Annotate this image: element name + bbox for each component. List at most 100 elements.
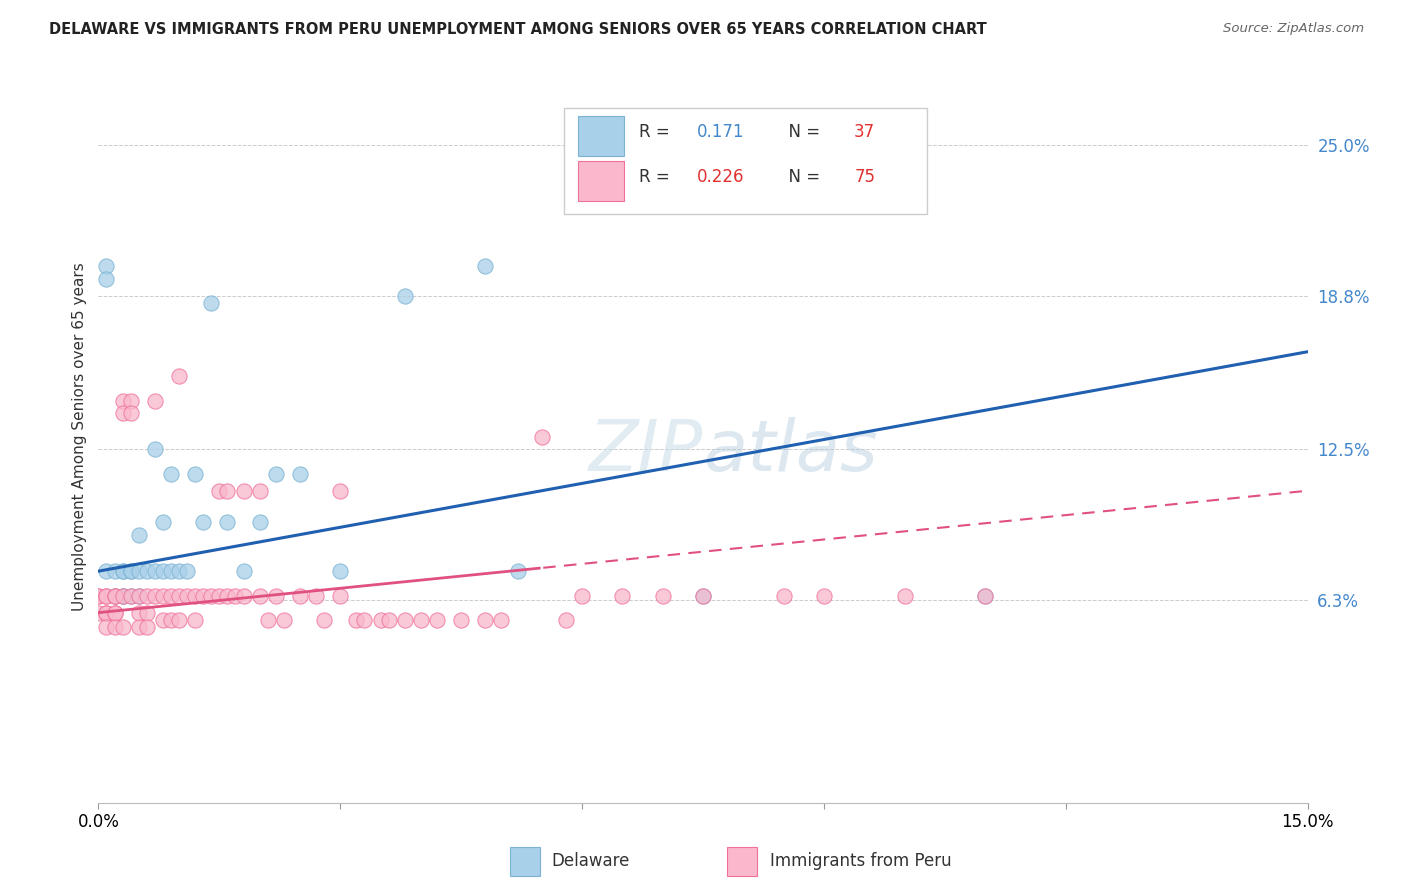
Point [571, 589, 593, 603]
Point [135, 564, 157, 578]
Point [555, 613, 578, 627]
Point [128, 527, 150, 541]
Point [974, 589, 997, 603]
Point [143, 393, 166, 408]
Point [176, 564, 198, 578]
Point [96, 620, 118, 634]
Bar [578, 161, 624, 202]
Text: N =: N = [778, 123, 825, 141]
Point [692, 589, 714, 603]
Point [96, 606, 118, 620]
Text: R =: R = [638, 123, 675, 141]
Point [87, 589, 110, 603]
Point [184, 589, 207, 603]
Point [167, 613, 190, 627]
Point [288, 589, 311, 603]
Point [103, 589, 125, 603]
Point [120, 589, 142, 603]
Point [314, 613, 336, 627]
Point [128, 589, 150, 603]
Text: Delaware: Delaware [551, 853, 630, 871]
Point [612, 589, 634, 603]
Point [96, 606, 118, 620]
Point [772, 589, 794, 603]
Bar [509, 847, 540, 876]
Point [160, 564, 183, 578]
Point [329, 564, 352, 578]
Point [160, 589, 183, 603]
Point [273, 613, 295, 627]
Point [87, 589, 110, 603]
Point [111, 589, 134, 603]
Point [409, 613, 432, 627]
Point [224, 589, 246, 603]
Point [128, 620, 150, 634]
Point [103, 589, 125, 603]
Point [96, 589, 118, 603]
Point [450, 613, 472, 627]
Point [692, 589, 714, 603]
Text: Immigrants from Peru: Immigrants from Peru [769, 853, 950, 871]
Point [530, 430, 553, 444]
Point [329, 483, 352, 498]
Point [128, 589, 150, 603]
Text: R =: R = [638, 169, 675, 186]
Point [135, 620, 157, 634]
Point [96, 589, 118, 603]
Point [377, 613, 399, 627]
Point [120, 393, 142, 408]
Text: 75: 75 [855, 169, 875, 186]
Point [264, 589, 287, 603]
Point [96, 271, 118, 285]
Point [232, 564, 254, 578]
Text: 0.171: 0.171 [697, 123, 744, 141]
Point [370, 613, 392, 627]
Point [193, 516, 215, 530]
Point [506, 564, 529, 578]
Point [474, 260, 496, 274]
Point [394, 613, 416, 627]
Point [651, 589, 673, 603]
Point [128, 606, 150, 620]
Point [96, 564, 118, 578]
Point [208, 589, 231, 603]
Point [167, 564, 190, 578]
Point [143, 442, 166, 457]
Point [217, 589, 239, 603]
Point [249, 483, 271, 498]
Point [103, 620, 125, 634]
Point [128, 564, 150, 578]
Point [474, 613, 496, 627]
Point [152, 516, 174, 530]
Point [96, 260, 118, 274]
Point [193, 589, 215, 603]
Point [232, 589, 254, 603]
Point [103, 606, 125, 620]
Text: atlas: atlas [703, 417, 877, 486]
Point [152, 613, 174, 627]
Point [200, 589, 222, 603]
Text: N =: N = [778, 169, 825, 186]
Point [353, 613, 375, 627]
Point [426, 613, 449, 627]
Point [111, 564, 134, 578]
Point [111, 620, 134, 634]
Text: 37: 37 [855, 123, 876, 141]
Point [167, 589, 190, 603]
Point [160, 613, 183, 627]
Point [103, 606, 125, 620]
Point [184, 467, 207, 481]
Point [103, 564, 125, 578]
Bar [578, 116, 624, 156]
Text: Source: ZipAtlas.com: Source: ZipAtlas.com [1223, 22, 1364, 36]
Point [135, 606, 157, 620]
Point [120, 406, 142, 420]
Point [232, 483, 254, 498]
Y-axis label: Unemployment Among Seniors over 65 years: Unemployment Among Seniors over 65 years [72, 263, 87, 611]
Point [394, 288, 416, 302]
Point [288, 467, 311, 481]
Point [167, 369, 190, 384]
Point [305, 589, 328, 603]
Point [217, 483, 239, 498]
Point [152, 564, 174, 578]
